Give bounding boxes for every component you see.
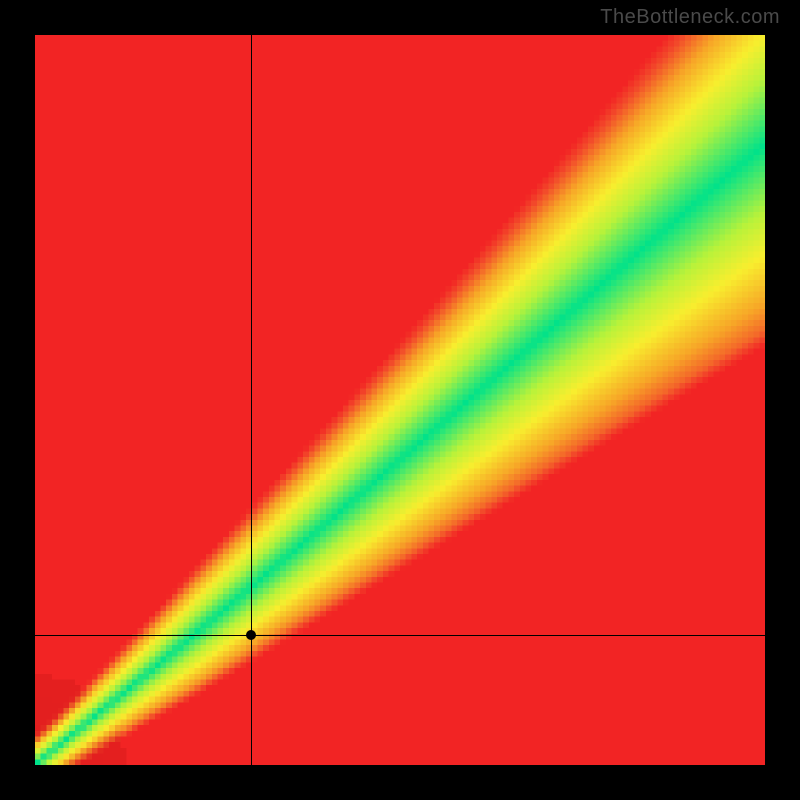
- watermark-text: TheBottleneck.com: [600, 6, 780, 29]
- heatmap-plot: [35, 35, 765, 765]
- heatmap-canvas: [35, 35, 765, 765]
